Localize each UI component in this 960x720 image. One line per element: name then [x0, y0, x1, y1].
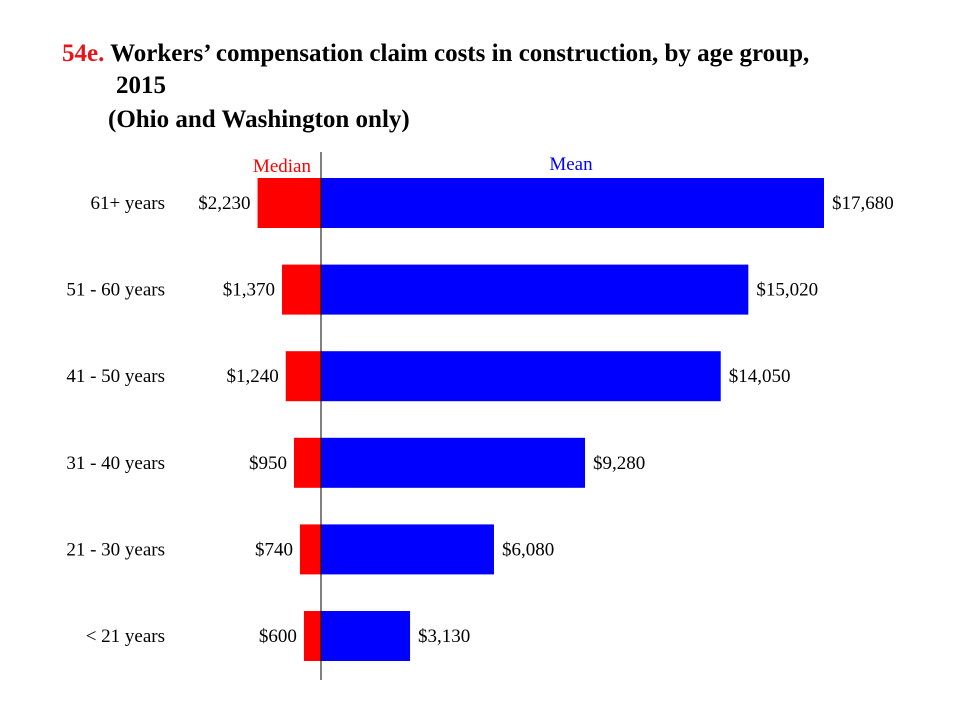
- median-bar: [257, 178, 321, 228]
- mean-value-label: $9,280: [593, 453, 645, 474]
- mean-value-label: $6,080: [502, 539, 554, 560]
- title-text: Workers’ compensation claim costs in con…: [110, 40, 810, 67]
- mean-value-label: $15,020: [756, 280, 818, 301]
- category-label: 61+ years: [90, 193, 165, 214]
- legend-median: Median: [253, 156, 312, 177]
- mean-bar: [321, 178, 824, 228]
- mean-value-label: $17,680: [832, 193, 894, 214]
- mean-value-label: $3,130: [418, 626, 470, 647]
- median-bar: [285, 351, 321, 402]
- category-label: 51 - 60 years: [66, 280, 165, 301]
- median-bar: [303, 611, 321, 661]
- category-label: < 21 years: [86, 626, 165, 647]
- median-value-label: $950: [249, 453, 287, 474]
- title-number: 54e.: [62, 40, 105, 67]
- chart-title: 54e. Workers’ compensation claim costs i…: [62, 38, 942, 136]
- median-value-label: $1,240: [226, 366, 278, 387]
- category-label: 31 - 40 years: [66, 453, 165, 474]
- median-value-label: $1,370: [223, 280, 275, 301]
- median-value-label: $740: [255, 539, 293, 560]
- category-label: 21 - 30 years: [66, 539, 165, 560]
- median-bar: [282, 264, 321, 315]
- median-value-label: $2,230: [198, 193, 250, 214]
- mean-bar: [321, 264, 749, 315]
- mean-value-label: $14,050: [729, 366, 791, 387]
- mean-bar: [321, 351, 721, 402]
- title-year: 2015: [116, 72, 166, 99]
- median-bar: [299, 524, 321, 575]
- mean-bar: [321, 524, 494, 575]
- chart-subtitle: (Ohio and Washington only): [108, 106, 410, 133]
- legend-mean: Mean: [549, 154, 593, 175]
- mean-bar: [321, 437, 586, 488]
- category-label: 41 - 50 years: [66, 366, 165, 387]
- mean-bar: [321, 611, 411, 661]
- title-line: 54e. Workers’ compensation claim costs i…: [62, 38, 942, 70]
- median-value-label: $600: [259, 626, 297, 647]
- median-bar: [293, 437, 321, 488]
